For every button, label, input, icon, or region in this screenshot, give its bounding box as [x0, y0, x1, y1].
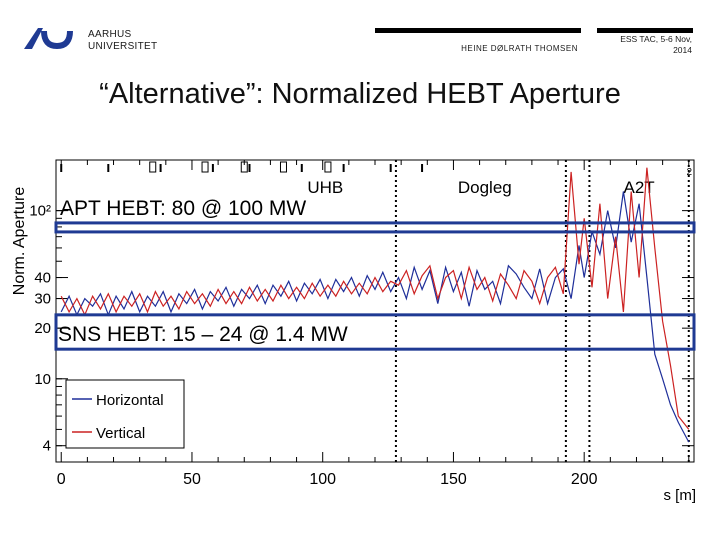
- lattice-marker: [342, 164, 345, 172]
- x-tick-label: 200: [571, 471, 598, 488]
- lattice-marker: [300, 164, 303, 172]
- x-tick-label: 0: [57, 471, 66, 488]
- lattice-marker: [159, 164, 162, 172]
- university-name-line2: UNIVERSITET: [88, 41, 158, 52]
- y-tick-label: 20: [34, 320, 51, 337]
- x-axis-label: s [m]: [664, 487, 697, 504]
- y-tick-label: 4: [43, 438, 51, 455]
- university-name: AARHUS UNIVERSITET: [88, 29, 157, 53]
- header-rule-left: [375, 28, 581, 33]
- x-tick-label: 150: [440, 471, 467, 488]
- y-tick-label: 40: [34, 270, 51, 287]
- conference-info: ESS TAC, 5-6 Nov, 2014: [590, 34, 692, 56]
- y-tick-label: 30: [34, 291, 51, 308]
- x-top-right-label: 2: [686, 167, 692, 178]
- sns-hebt-band: [54, 313, 696, 351]
- university-name-line1: AARHUS: [88, 29, 132, 40]
- series-line-vertical: [60, 167, 690, 430]
- legend-box: [65, 379, 185, 449]
- lattice-marker: [107, 164, 110, 172]
- legend-label: Vertical: [96, 425, 145, 442]
- sns-hebt-label: SNS HEBT: 15 – 24 @ 1.4 MW: [58, 323, 348, 346]
- header-rule-right: [597, 28, 693, 33]
- lattice-box-marker: [324, 161, 332, 173]
- author-name: HEINE DØLRATH THOMSEN: [461, 44, 578, 53]
- apt-hebt-label: APT HEBT: 80 @ 100 MW: [60, 197, 306, 220]
- section-label: UHB: [307, 178, 343, 197]
- lattice-marker: [211, 164, 214, 172]
- lattice-marker: [60, 164, 63, 172]
- y-axis-label: Norm. Aperture: [11, 187, 28, 296]
- conference-line2: 2014: [673, 45, 692, 55]
- series-line-horizontal: [60, 191, 690, 443]
- x-tick-label: 50: [183, 471, 201, 488]
- section-label: Dogleg: [458, 178, 512, 197]
- lattice-marker: [389, 164, 392, 172]
- lattice-box-marker: [201, 161, 209, 173]
- conference-line1: ESS TAC, 5-6 Nov,: [620, 34, 692, 44]
- lattice-box-marker: [149, 161, 157, 173]
- y-tick-label: 10: [34, 371, 51, 388]
- legend-label: Horizontal: [96, 392, 164, 409]
- lattice-box-marker: [240, 161, 248, 173]
- slide-title: “Alternative”: Normalized HEBT Aperture: [99, 78, 621, 110]
- lattice-marker: [248, 164, 251, 172]
- apt-hebt-band: [54, 221, 696, 234]
- y-tick-label: 10²: [29, 203, 51, 220]
- lattice-box-marker: [279, 161, 287, 173]
- aarhus-university-logo-icon: [24, 28, 73, 50]
- lattice-marker: [421, 164, 424, 172]
- x-tick-label: 100: [309, 471, 336, 488]
